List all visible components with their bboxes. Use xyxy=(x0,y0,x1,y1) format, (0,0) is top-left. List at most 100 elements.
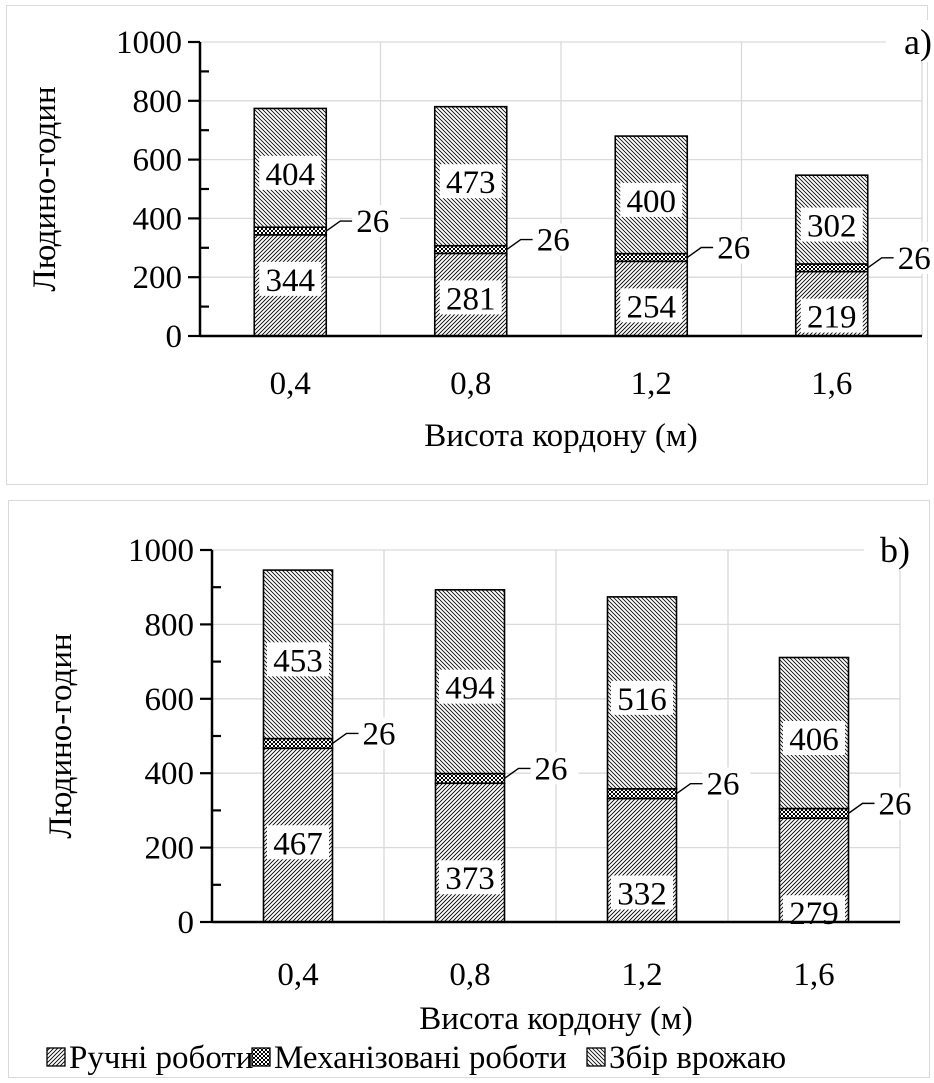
data-label-manual-3: 279 xyxy=(789,896,839,932)
legend-label-harvest: Збір врожаю xyxy=(609,1040,786,1076)
y-axis-title: Людино-годин xyxy=(27,86,63,291)
data-label-manual-1: 281 xyxy=(446,281,496,317)
y-axis-title: Людино-годин xyxy=(43,633,79,838)
data-label-bg xyxy=(611,875,673,910)
data-label-manual-2: 254 xyxy=(627,289,677,325)
y-tick-label: 1000 xyxy=(116,25,182,61)
data-label-bg xyxy=(611,680,673,715)
y-tick-label: 1000 xyxy=(128,533,194,569)
x-tick-label: 0,4 xyxy=(277,957,318,993)
data-label-bg xyxy=(783,895,845,930)
data-label-mechanized-0: 26 xyxy=(356,204,389,240)
data-label-manual-0: 344 xyxy=(266,263,316,299)
legend-label-manual: Ручні роботи xyxy=(69,1040,253,1076)
bar-mechanized-0 xyxy=(253,226,328,236)
data-label-bg xyxy=(439,164,502,199)
data-label-harvest-0: 404 xyxy=(266,157,316,193)
data-label-mechanized-3: 26 xyxy=(898,241,931,277)
data-label-mechanized-2: 26 xyxy=(717,231,750,267)
leader-line xyxy=(504,767,531,779)
x-tick-label: 0,8 xyxy=(450,366,491,402)
data-label-mechanized-0: 26 xyxy=(363,716,396,752)
y-tick-label: 800 xyxy=(133,84,183,120)
data-label-harvest-0: 453 xyxy=(273,643,323,679)
data-label-harvest-2: 400 xyxy=(627,184,677,220)
panel-label-bg xyxy=(886,20,934,62)
data-label-bg xyxy=(530,752,579,785)
data-label-harvest-2: 516 xyxy=(617,682,667,718)
data-label-bg xyxy=(800,207,863,242)
data-label-mechanized-3: 26 xyxy=(879,786,912,822)
bar-mechanized-3 xyxy=(794,263,869,273)
y-tick-label: 600 xyxy=(145,682,195,718)
data-label-bg xyxy=(783,721,845,756)
x-axis-title: Висота кордону (м) xyxy=(424,418,698,454)
bar-mechanized-2 xyxy=(614,252,689,263)
bar-mechanized-1 xyxy=(434,772,506,785)
bar-mechanized-0 xyxy=(262,737,334,750)
data-label-bg xyxy=(267,642,329,677)
data-label-bg xyxy=(620,182,683,217)
data-label-bg xyxy=(800,298,863,333)
y-tick-label: 200 xyxy=(145,831,195,867)
legend-swatch-harvest xyxy=(586,1047,606,1067)
data-label-bg xyxy=(713,231,762,264)
y-tick-label: 0 xyxy=(178,905,195,941)
x-tick-label: 0,8 xyxy=(449,957,490,993)
data-label-bg xyxy=(439,860,501,895)
chart-b: 467 453 26 373 494 26 332 516 26 279 406 26 0 200 400 6… xyxy=(43,528,923,1076)
data-label-bg xyxy=(893,241,934,274)
bar-mechanized-3 xyxy=(778,807,850,820)
chart-panel-a: 344 404 26 281 473 26 254 400 26 219 302 26 0 200 400 6… xyxy=(6,5,934,485)
y-tick-label: 600 xyxy=(133,143,183,179)
data-label-bg xyxy=(702,767,751,800)
bar-manual-1 xyxy=(434,782,506,923)
leader-line xyxy=(867,257,894,269)
data-label-manual-0: 467 xyxy=(273,826,323,862)
data-label-bg xyxy=(352,205,401,238)
data-label-manual-3: 219 xyxy=(807,300,857,336)
x-tick-label: 1,2 xyxy=(631,366,672,402)
x-tick-label: 0,4 xyxy=(270,366,311,402)
data-label-manual-1: 373 xyxy=(445,861,495,897)
x-axis-title: Висота кордону (м) xyxy=(419,1001,693,1037)
bar-mechanized-1 xyxy=(433,244,508,255)
data-label-bg xyxy=(259,261,322,296)
data-label-harvest-3: 302 xyxy=(807,209,857,245)
data-label-bg xyxy=(259,155,322,190)
y-tick-label: 400 xyxy=(133,201,183,237)
panel-label: b) xyxy=(880,530,910,570)
y-tick-label: 200 xyxy=(133,260,183,296)
data-label-bg xyxy=(532,223,581,256)
panel-label-bg xyxy=(864,528,912,570)
leader-line xyxy=(686,246,714,259)
legend-swatch-mechanized xyxy=(251,1047,271,1067)
data-label-bg xyxy=(439,669,501,704)
y-tick-label: 400 xyxy=(145,756,195,792)
data-label-harvest-1: 473 xyxy=(446,165,496,201)
leader-line xyxy=(506,238,533,251)
y-tick-label: 0 xyxy=(166,319,183,355)
data-label-bg xyxy=(267,825,329,860)
data-label-bg xyxy=(358,717,407,750)
data-label-bg xyxy=(620,288,683,323)
leader-line xyxy=(325,220,353,232)
chart-panel-b: 467 453 26 373 494 26 332 516 26 279 406 26 0 200 400 6… xyxy=(8,500,930,1078)
legend-swatch-manual xyxy=(46,1047,66,1067)
bar-mechanized-2 xyxy=(606,788,678,800)
x-tick-label: 1,6 xyxy=(793,957,834,993)
y-tick-label: 800 xyxy=(145,607,195,643)
data-label-mechanized-2: 26 xyxy=(707,767,740,803)
data-label-harvest-1: 494 xyxy=(445,671,495,707)
x-tick-label: 1,2 xyxy=(621,957,662,993)
leader-line xyxy=(332,732,359,745)
data-label-mechanized-1: 26 xyxy=(535,751,568,787)
data-label-bg xyxy=(874,787,923,820)
panel-label: a) xyxy=(904,22,932,62)
data-label-mechanized-1: 26 xyxy=(537,223,570,259)
leader-line xyxy=(676,782,703,795)
data-label-bg xyxy=(439,280,502,315)
leader-line xyxy=(848,802,875,814)
x-tick-label: 1,6 xyxy=(811,366,852,402)
legend-label-mechanized: Механізовані роботи xyxy=(274,1040,567,1076)
